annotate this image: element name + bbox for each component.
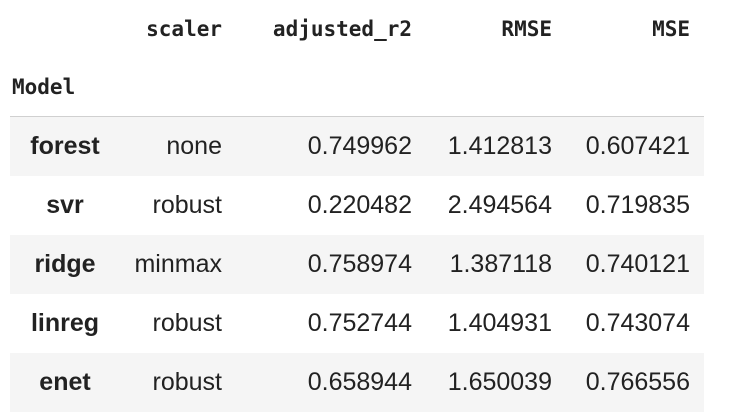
- dataframe-table: scaler adjusted_r2 RMSE MSE Model forest…: [10, 0, 704, 412]
- adjusted-r2-cell: 0.658944: [307, 367, 412, 396]
- table-row: linreg robust 0.752744 1.404931 0.743074: [10, 293, 704, 353]
- blank-header-cell: [10, 0, 120, 58]
- rmse-cell: 1.412813: [447, 131, 552, 160]
- scaler-cell: none: [166, 131, 222, 160]
- table-row: enet robust 0.658944 1.650039 0.766556: [10, 352, 704, 412]
- column-header-rmse: RMSE: [426, 0, 566, 58]
- table-row: forest none 0.749962 1.412813 0.607421: [10, 116, 704, 176]
- mse-cell: 0.607421: [585, 131, 690, 160]
- adjusted-r2-cell: 0.220482: [307, 190, 412, 219]
- scaler-cell: minmax: [134, 249, 222, 278]
- scaler-cell: robust: [152, 308, 222, 337]
- rmse-cell: 1.650039: [447, 367, 552, 396]
- scaler-cell: robust: [152, 367, 222, 396]
- column-header-row: scaler adjusted_r2 RMSE MSE: [10, 0, 704, 58]
- table-row: ridge minmax 0.758974 1.387118 0.740121: [10, 234, 704, 294]
- rmse-cell: 1.404931: [447, 308, 552, 337]
- mse-cell: 0.766556: [585, 367, 690, 396]
- adjusted-r2-cell: 0.752744: [307, 308, 412, 337]
- index-name-row: Model: [10, 58, 704, 117]
- adjusted-r2-cell: 0.758974: [307, 249, 412, 278]
- table-row: svr robust 0.220482 2.494564 0.719835: [10, 175, 704, 235]
- row-index-cell: enet: [39, 367, 91, 396]
- mse-cell: 0.719835: [585, 190, 690, 219]
- index-name-header: Model: [10, 58, 120, 117]
- row-index-cell: ridge: [34, 249, 96, 278]
- mse-cell: 0.740121: [585, 249, 690, 278]
- blank-header-cell: [120, 58, 236, 117]
- blank-header-cell: [566, 58, 704, 117]
- column-header-adjusted-r2: adjusted_r2: [236, 0, 426, 58]
- rmse-cell: 1.387118: [449, 249, 552, 278]
- table-body: forest none 0.749962 1.412813 0.607421 s…: [10, 116, 704, 412]
- blank-header-cell: [426, 58, 566, 117]
- adjusted-r2-cell: 0.749962: [307, 131, 412, 160]
- column-header-scaler: scaler: [120, 0, 236, 58]
- blank-header-cell: [236, 58, 426, 117]
- table-header: scaler adjusted_r2 RMSE MSE Model: [10, 0, 704, 117]
- rmse-cell: 2.494564: [447, 190, 552, 219]
- column-header-mse: MSE: [566, 0, 704, 58]
- row-index-cell: svr: [46, 190, 84, 219]
- row-index-cell: linreg: [30, 308, 100, 337]
- mse-cell: 0.743074: [585, 308, 690, 337]
- row-index-cell: forest: [30, 131, 100, 160]
- scaler-cell: robust: [152, 190, 222, 219]
